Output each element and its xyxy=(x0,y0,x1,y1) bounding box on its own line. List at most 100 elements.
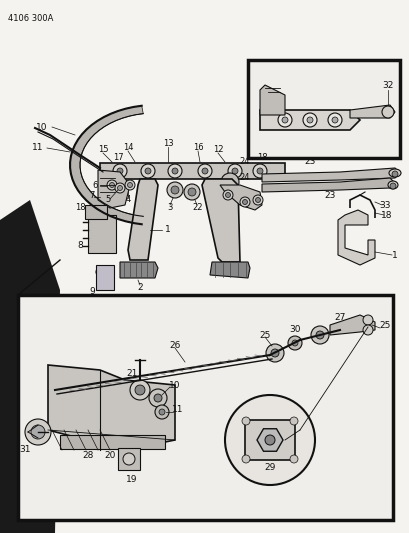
Text: 18: 18 xyxy=(74,204,85,213)
Circle shape xyxy=(291,340,297,346)
Text: 14: 14 xyxy=(122,143,133,152)
Text: 7: 7 xyxy=(89,190,94,199)
Circle shape xyxy=(184,184,200,200)
Text: 28: 28 xyxy=(82,450,94,459)
Circle shape xyxy=(241,455,249,463)
Circle shape xyxy=(302,113,316,127)
Polygon shape xyxy=(349,105,394,118)
Circle shape xyxy=(117,185,122,190)
Circle shape xyxy=(123,453,135,465)
Circle shape xyxy=(188,188,196,196)
Text: 33: 33 xyxy=(378,200,390,209)
Text: 17: 17 xyxy=(112,154,123,163)
Circle shape xyxy=(135,385,145,395)
Circle shape xyxy=(148,389,166,407)
Circle shape xyxy=(222,190,232,200)
Circle shape xyxy=(31,425,45,439)
Circle shape xyxy=(270,349,278,357)
Circle shape xyxy=(155,405,169,419)
Circle shape xyxy=(113,164,127,178)
Text: 31: 31 xyxy=(19,446,31,455)
Text: 1: 1 xyxy=(165,225,171,235)
Text: 8: 8 xyxy=(77,240,83,249)
Text: 20: 20 xyxy=(104,450,115,459)
Circle shape xyxy=(289,455,297,463)
Circle shape xyxy=(107,180,117,190)
Circle shape xyxy=(306,117,312,123)
Text: 4: 4 xyxy=(125,196,130,205)
Text: 1: 1 xyxy=(391,251,397,260)
Circle shape xyxy=(391,171,397,177)
Bar xyxy=(60,435,164,449)
Circle shape xyxy=(220,173,238,191)
Text: 9: 9 xyxy=(89,287,94,296)
Polygon shape xyxy=(259,85,284,115)
Bar xyxy=(18,295,392,520)
Bar xyxy=(88,215,116,253)
Polygon shape xyxy=(337,210,374,265)
Circle shape xyxy=(159,409,164,415)
Polygon shape xyxy=(261,168,399,182)
Circle shape xyxy=(171,186,179,194)
Text: 2: 2 xyxy=(137,284,142,293)
Text: 10: 10 xyxy=(36,123,47,132)
Circle shape xyxy=(389,183,395,189)
Text: 3: 3 xyxy=(167,203,172,212)
Circle shape xyxy=(227,164,241,178)
Circle shape xyxy=(225,395,314,485)
Circle shape xyxy=(125,180,135,190)
Circle shape xyxy=(25,419,51,445)
Text: 29: 29 xyxy=(264,464,275,472)
Circle shape xyxy=(172,168,178,174)
Text: 24: 24 xyxy=(239,174,249,182)
Circle shape xyxy=(252,164,266,178)
Text: 11: 11 xyxy=(32,143,44,152)
Circle shape xyxy=(242,199,247,205)
Ellipse shape xyxy=(96,266,114,278)
Circle shape xyxy=(315,331,323,339)
Circle shape xyxy=(252,195,262,205)
Circle shape xyxy=(327,113,341,127)
Ellipse shape xyxy=(388,169,400,177)
Text: 21: 21 xyxy=(126,369,137,378)
Circle shape xyxy=(202,168,207,174)
Text: 23: 23 xyxy=(303,157,315,166)
Polygon shape xyxy=(70,106,143,224)
Polygon shape xyxy=(256,429,282,451)
Bar xyxy=(96,265,114,290)
Text: 6: 6 xyxy=(92,182,97,190)
Polygon shape xyxy=(209,262,249,278)
Circle shape xyxy=(117,168,123,174)
Polygon shape xyxy=(202,179,239,262)
Circle shape xyxy=(255,198,260,203)
Circle shape xyxy=(115,183,125,193)
Text: 5: 5 xyxy=(105,196,110,205)
Circle shape xyxy=(362,315,372,325)
Text: 27: 27 xyxy=(333,313,345,322)
Polygon shape xyxy=(259,110,359,130)
Polygon shape xyxy=(98,170,130,208)
Bar xyxy=(100,163,284,179)
Circle shape xyxy=(277,113,291,127)
Circle shape xyxy=(241,417,249,425)
Circle shape xyxy=(289,417,297,425)
Circle shape xyxy=(256,168,262,174)
Text: 18: 18 xyxy=(256,154,267,163)
Circle shape xyxy=(145,168,151,174)
Bar xyxy=(118,448,139,470)
Circle shape xyxy=(381,106,393,118)
Polygon shape xyxy=(261,178,394,192)
Text: 22: 22 xyxy=(192,203,203,212)
Ellipse shape xyxy=(387,181,397,189)
Text: 10: 10 xyxy=(169,381,180,390)
Text: 26: 26 xyxy=(169,341,180,350)
Circle shape xyxy=(281,117,287,123)
Circle shape xyxy=(109,182,114,188)
Circle shape xyxy=(239,197,249,207)
Polygon shape xyxy=(220,185,261,210)
Polygon shape xyxy=(245,420,294,460)
Circle shape xyxy=(231,168,237,174)
Text: 32: 32 xyxy=(381,80,393,90)
Text: 12: 12 xyxy=(212,146,223,155)
Circle shape xyxy=(331,117,337,123)
